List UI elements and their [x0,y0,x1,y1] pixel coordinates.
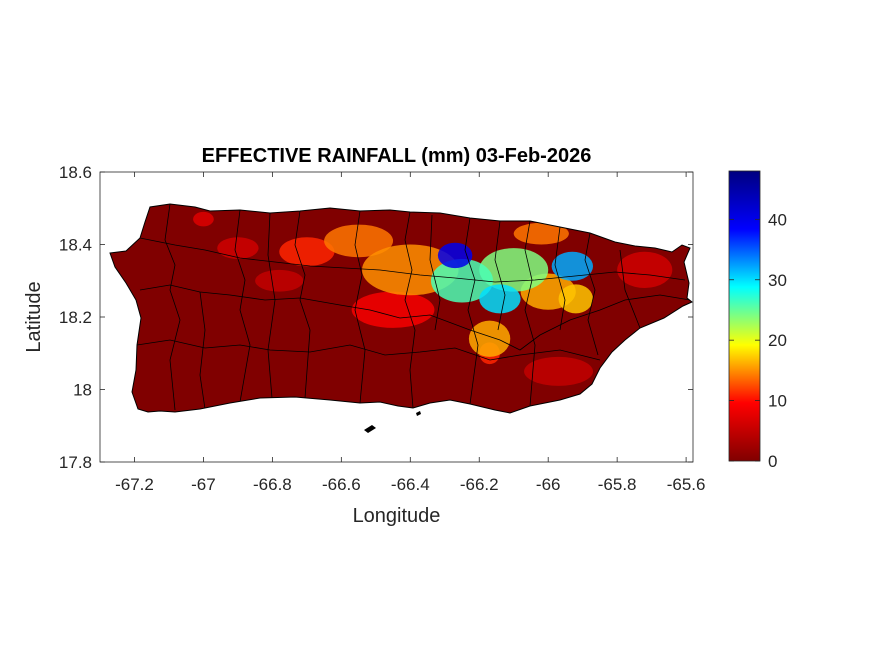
rain-zone [479,284,521,314]
rain-zone [430,259,494,303]
x-axis-ticks: -67.2 -67 -66.8 -66.6 -66.4 -66.2 -66 -65.8 -65.… [115,172,705,494]
colorbar-tick-label: 20 [768,331,787,350]
colorbar-tick-label: 30 [768,271,787,290]
x-tick-label: -66.4 [391,475,430,494]
rain-zone [558,284,594,314]
y-tick-label: 18.2 [59,308,92,327]
rain-zone [217,237,259,259]
rain-zone [437,242,473,269]
x-tick-label: -66.6 [322,475,361,494]
x-tick-label: -65.6 [667,475,706,494]
y-tick-label: 18.6 [59,163,92,182]
rain-zone [479,248,549,292]
rain-zone [524,356,594,386]
small-cay [416,411,421,416]
colorbar-tick-label: 40 [768,210,787,229]
x-axis-label: Longitude [353,505,441,527]
rain-zone [617,251,673,288]
chart-title: EFFECTIVE RAINFALL (mm) 03-Feb-2026 [202,145,592,167]
municipality-boundaries [136,204,691,411]
rain-zone [351,291,435,328]
rain-zone [279,237,335,267]
colorbar-tick-label: 0 [768,452,777,471]
x-tick-label: -67 [191,475,216,494]
y-tick-label: 17.8 [59,453,92,472]
x-tick-label: -66.8 [253,475,292,494]
y-axis-ticks: 18.6 18.4 18.2 18 17.8 [59,163,693,472]
rain-zones [193,211,673,386]
x-tick-label: -65.8 [598,475,637,494]
colorbar [728,170,761,462]
rain-zone [193,211,214,227]
rain-zone [324,224,394,258]
x-tick-label: -66.2 [460,475,499,494]
vieques-islet [364,425,376,433]
rain-zone [513,222,569,245]
rain-zone [255,269,304,292]
colorbar-ticks: 0 10 20 30 40 [729,210,787,471]
rain-zone [551,251,594,281]
y-tick-label: 18.4 [59,236,92,255]
x-tick-label: -66 [536,475,561,494]
heatmap-layer [109,203,693,433]
x-tick-label: -67.2 [115,475,154,494]
y-tick-label: 18 [73,381,92,400]
y-axis-label: Latitude [23,281,45,352]
rain-zone [468,320,511,357]
colorbar-tick-label: 10 [768,392,787,411]
